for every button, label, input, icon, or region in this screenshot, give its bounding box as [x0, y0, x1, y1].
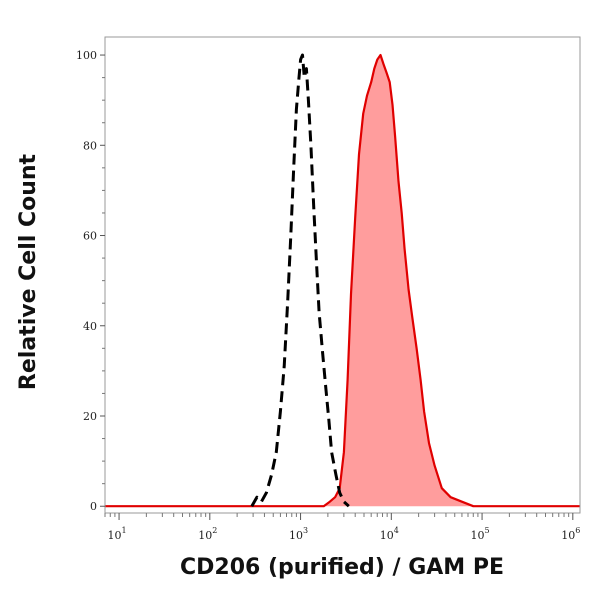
x-tick-label: 102	[198, 526, 217, 542]
series-1-fill	[105, 55, 580, 507]
x-tick-exponent: 2	[212, 526, 217, 535]
y-axis-title: Relative Cell Count	[16, 153, 41, 390]
series-1-line	[105, 53, 580, 508]
y-tick-label: 40	[83, 320, 97, 333]
axis-ticks: 0 20 40 60 80 100 101 102 103 104 105 106	[76, 49, 580, 542]
x-tick-label: 106	[561, 526, 580, 542]
x-tick-label: 101	[108, 526, 127, 542]
series-0-line	[250, 53, 350, 508]
plot-marks	[105, 53, 580, 508]
y-tick-label: 60	[83, 230, 97, 243]
y-tick-label: 20	[83, 410, 97, 423]
plot-frame	[104, 36, 581, 514]
x-tick-label: 105	[471, 526, 490, 542]
x-tick-exponent: 4	[394, 526, 399, 535]
x-tick-exponent: 1	[122, 526, 127, 535]
x-tick-exponent: 5	[485, 526, 490, 535]
y-tick-label: 100	[76, 49, 97, 62]
y-tick-label: 0	[90, 500, 97, 513]
x-axis-title: CD206 (purified) / GAM PE	[180, 555, 504, 580]
x-tick-label: 103	[289, 526, 308, 542]
x-tick-label: 104	[380, 526, 399, 542]
x-tick-exponent: 6	[575, 526, 580, 535]
x-tick-exponent: 3	[303, 526, 308, 535]
y-tick-label: 80	[83, 139, 97, 152]
